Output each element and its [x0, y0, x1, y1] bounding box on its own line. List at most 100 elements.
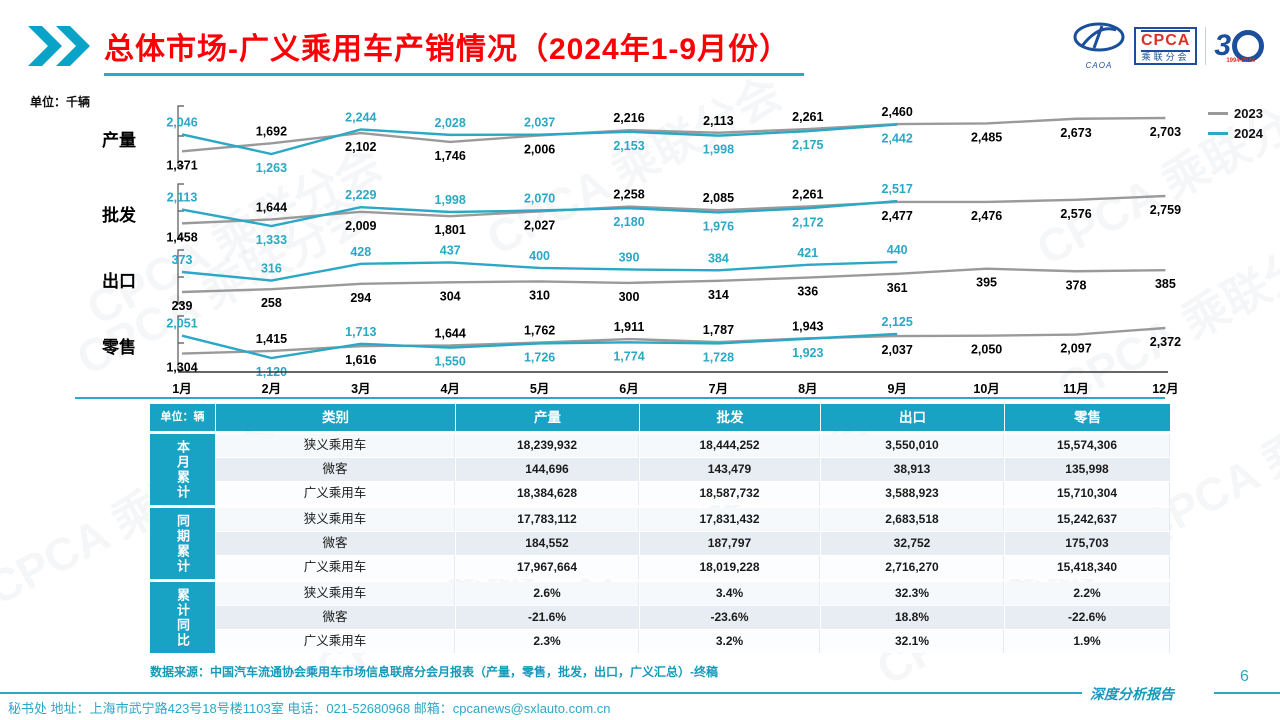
table-section: 本月累计 狭义乘用车 18,239,932 18,444,252 3,550,010 15… — [150, 434, 1170, 505]
legend-item-2023: 2023 — [1208, 103, 1263, 123]
chart-data-label: 2,037 — [882, 343, 913, 357]
month-label: 2月 — [261, 382, 282, 396]
chart-data-label: 2,216 — [613, 111, 644, 125]
month-label: 11月 — [1063, 382, 1089, 396]
chart-row-retail: 零售 2,051 1,304 1,415 1,120 1,713 1,616 1,644 1,… — [0, 310, 1280, 379]
chart-data-label: 385 — [1155, 277, 1176, 291]
table-value-cell: 17,783,112 — [456, 508, 639, 531]
chart-data-label: 1,550 — [435, 355, 466, 369]
chart-data-label: 1,713 — [345, 325, 376, 339]
chart-data-label: 1,746 — [435, 149, 466, 163]
legend-label-2024: 2024 — [1234, 125, 1263, 141]
table-value-cell: 3.2% — [640, 630, 820, 653]
chart-data-label: 316 — [261, 262, 282, 276]
chart-data-label: 395 — [976, 276, 997, 290]
chart-data-label: 2,576 — [1060, 207, 1091, 221]
chart-data-label: 378 — [1066, 278, 1087, 292]
chart-data-label: 1,923 — [792, 346, 823, 360]
chart-data-label: 2,153 — [613, 139, 644, 153]
chart-data-label: 1,911 — [614, 320, 645, 334]
chart-data-label: 2,051 — [166, 317, 197, 331]
divider-line — [75, 397, 1165, 399]
table-value-cell: 18,239,932 — [456, 434, 639, 457]
chart-data-label: 2,460 — [882, 105, 913, 119]
chart-data-label: 2,477 — [882, 209, 913, 223]
chart-data-label: 1,774 — [613, 349, 644, 363]
chart-data-label: 421 — [797, 246, 818, 260]
chart-data-label: 440 — [887, 243, 908, 257]
x-axis-month-labels: 1月 2月 3月 4月 5月 6月 7月 8月 9月 10月 11月 12月 — [160, 378, 1220, 396]
chart-data-label: 390 — [619, 250, 640, 264]
table-value-cell: 2.3% — [456, 630, 639, 653]
chart-data-label: 2,085 — [703, 191, 734, 205]
chart-data-label: 1,943 — [792, 319, 823, 333]
chart-data-label: 2,172 — [792, 215, 823, 229]
legend-line-2023-icon — [1208, 111, 1228, 115]
table-section: 累计同比 狭义乘用车 2.6% 3.4% 32.3% 2.2% 微客 -21.6% -23.6%… — [150, 582, 1170, 653]
table-value-cell: 18,587,732 — [640, 482, 820, 505]
table-value-cell: 32.3% — [821, 582, 1004, 605]
retail-line-chart: 2,0511,3041,4151,1201,7131,6161,6441,550… — [166, 315, 1181, 379]
data-source-note: 数据来源：中国汽车流通协会乘用车市场信息联席分会月报表（产量，零售，批发，出口，… — [150, 665, 719, 679]
chart-data-label: 2,113 — [167, 191, 198, 205]
chart-data-label: 1,998 — [703, 143, 734, 157]
chart-data-label: 1,304 — [166, 361, 197, 375]
chart-data-label: 2,070 — [524, 191, 555, 205]
table-column-header: 零售 — [1005, 404, 1170, 431]
chart-data-label: 2,050 — [971, 343, 1002, 357]
anniv-3: 3 — [1214, 29, 1231, 62]
cpca-subtext: 乘联分会 — [1141, 52, 1190, 62]
table-category-cell: 广义乘用车 — [216, 630, 455, 653]
export-line-chart: 373 239 316 258 428 294 437 304 400 310 390 300 384 3… — [172, 243, 1176, 313]
table-value-cell: 18,019,228 — [640, 556, 820, 579]
table-value-cell: 2.6% — [456, 582, 639, 605]
chart-data-label: 2,258 — [613, 188, 644, 202]
chart-data-label: 373 — [172, 253, 193, 267]
month-label: 8月 — [798, 382, 818, 396]
logo-divider — [1205, 27, 1207, 65]
chart-data-label: 2,673 — [1060, 126, 1091, 140]
chart-data-label: 2,175 — [792, 138, 823, 152]
table-category-cell: 广义乘用车 — [216, 482, 455, 505]
month-label: 6月 — [619, 382, 639, 396]
legend-label-2023: 2023 — [1234, 105, 1263, 121]
table-value-cell: 2.2% — [1005, 582, 1170, 605]
table-value-cell: 3.4% — [640, 582, 820, 605]
chart-data-label: 1,801 — [435, 223, 466, 237]
chart-data-label: 314 — [708, 288, 729, 302]
table-value-cell: 187,797 — [640, 532, 820, 555]
table-value-cell: 3,550,010 — [821, 434, 1004, 457]
table-header-row: 单位：辆 类别 产量 批发 出口 零售 — [150, 404, 1170, 431]
table-value-cell: -23.6% — [640, 606, 820, 629]
chart-data-label: 2,517 — [882, 182, 913, 196]
footer-line — [1214, 692, 1280, 694]
chart-row-label: 批发 — [102, 206, 136, 225]
table-value-cell: 18.8% — [821, 606, 1004, 629]
table-value-cell: 2,716,270 — [821, 556, 1004, 579]
chart-data-label: 1,371 — [166, 158, 197, 172]
chart-data-label: 2,028 — [435, 116, 466, 130]
chart-data-label: 258 — [261, 296, 282, 310]
chart-data-label: 361 — [887, 281, 908, 295]
month-label: 3月 — [351, 382, 371, 396]
table-value-cell: 144,696 — [456, 458, 639, 481]
chart-data-label: 1,644 — [435, 326, 466, 340]
chart-data-label: 1,787 — [703, 323, 734, 337]
caoa-label: CAOA — [1085, 61, 1113, 70]
chart-data-label: 2,229 — [345, 188, 376, 202]
table-category-cell: 微客 — [216, 458, 455, 481]
chart-data-label: 400 — [529, 249, 550, 263]
anniversary-30-logo: 3 1994-2024 — [1214, 29, 1264, 64]
chart-data-label: 1,415 — [256, 332, 287, 346]
chart-data-label: 300 — [619, 290, 640, 304]
chart-data-label: 2,180 — [613, 215, 644, 229]
report-type-label: 深度分析报告 — [1090, 686, 1174, 702]
production-line-chart: 2,046 1,371 1,692 1,263 2,244 2,102 2,028 1,746… — [166, 105, 1181, 175]
chart-data-label: 1,726 — [524, 350, 555, 364]
summary-table: 单位：辆 类别 产量 批发 出口 零售 本月累计 狭义乘用车 18,239,932 18,444… — [150, 404, 1170, 653]
chart-data-label: 2,006 — [524, 142, 555, 156]
chevron-icon — [28, 26, 92, 71]
table-section-label: 累计同比 — [150, 582, 215, 653]
table-value-cell: 38,913 — [821, 458, 1004, 481]
page-title: 总体市场-广义乘用车产销情况（2024年1-9月份） — [104, 24, 805, 76]
